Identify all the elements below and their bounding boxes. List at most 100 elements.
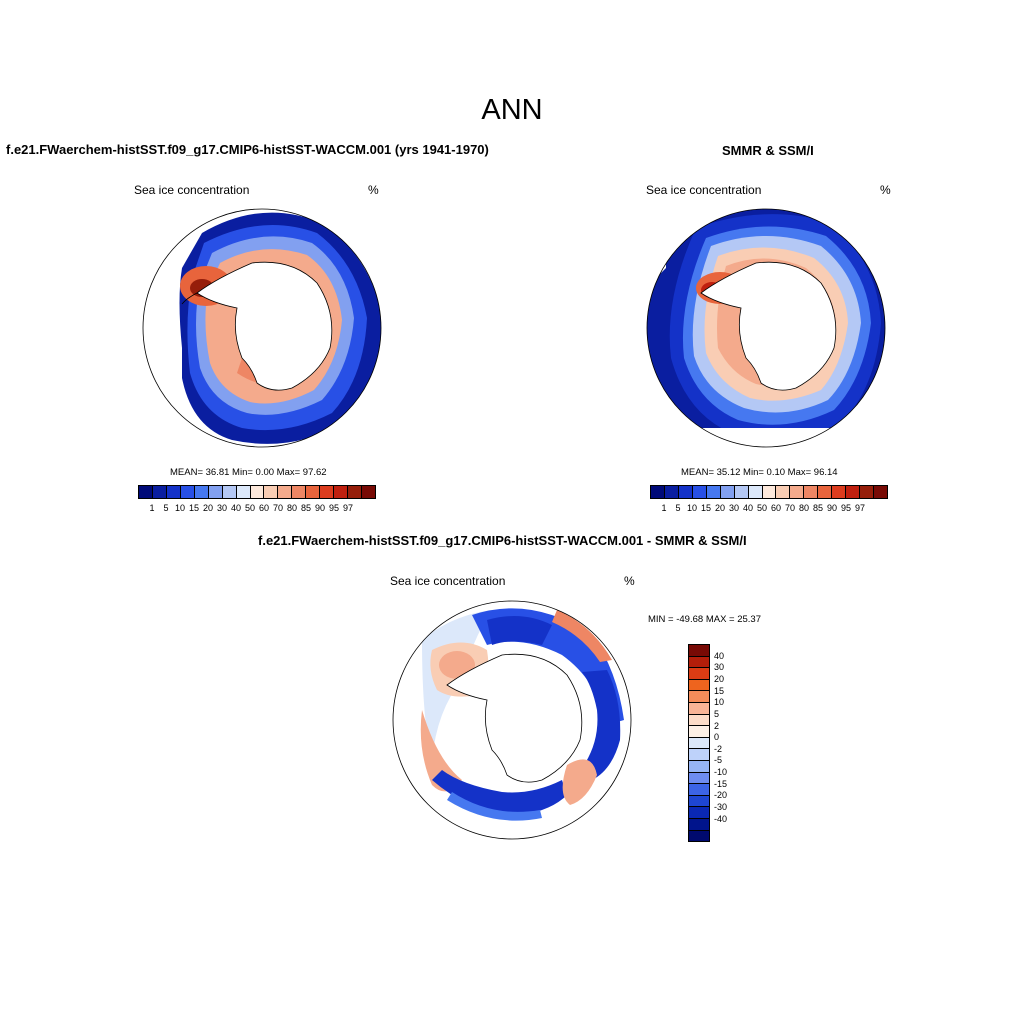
model-polar-map — [142, 208, 382, 448]
colorbar-swatch — [692, 486, 707, 498]
colorbar-tick-label: 20 — [714, 673, 725, 684]
colorbar-swatch — [689, 795, 709, 808]
diff-variable-label: Sea ice concentration — [390, 574, 506, 588]
obs-polar-map — [646, 208, 886, 448]
colorbar-swatch — [689, 645, 709, 657]
colorbar-tick-label: 30 — [728, 503, 740, 513]
colorbar-swatch — [264, 486, 279, 498]
colorbar-tick-label: 60 — [258, 503, 270, 513]
colorbar-tick-label: -20 — [714, 790, 728, 801]
colorbar-swatch — [689, 691, 709, 703]
model-stats: MEAN= 36.81 Min= 0.00 Max= 97.62 — [170, 467, 327, 478]
colorbar-tick-label: 90 — [314, 503, 326, 513]
colorbar-tick-label: -40 — [714, 813, 728, 824]
colorbar-tick-label: 10 — [686, 503, 698, 513]
colorbar-swatch — [139, 486, 153, 498]
colorbar-swatch — [790, 486, 805, 498]
colorbar-tick-label: 50 — [756, 503, 768, 513]
colorbar-swatch — [762, 486, 777, 498]
colorbar-tick-label: 30 — [714, 662, 725, 673]
colorbar-swatch — [689, 830, 709, 842]
diff-unit-label: % — [624, 574, 635, 588]
diff-colorbar-labels: 40 30 20 15 10 5 2 0 -2 -5 -10 -15 -20 -30 -40 — [714, 644, 744, 840]
colorbar-tick-label: 2 — [714, 720, 720, 731]
obs-colorbar — [650, 485, 888, 499]
colorbar-swatch — [194, 486, 209, 498]
colorbar-tick-label: 1 — [149, 503, 155, 513]
colorbar-tick-label: 1 — [661, 503, 667, 513]
colorbar-tick-label: -30 — [714, 802, 728, 813]
colorbar-tick-label: 15 — [188, 503, 200, 513]
colorbar-swatch — [874, 486, 887, 498]
colorbar-swatch — [734, 486, 749, 498]
colorbar-tick-label: 95 — [328, 503, 340, 513]
colorbar-tick-label: 90 — [826, 503, 838, 513]
colorbar-swatch — [278, 486, 293, 498]
colorbar-swatch — [860, 486, 874, 498]
colorbar-swatch — [306, 486, 321, 498]
colorbar-tick-label: 40 — [742, 503, 754, 513]
colorbar-swatch — [689, 726, 709, 738]
diff-minmax: MIN = -49.68 MAX = 25.37 — [648, 614, 762, 625]
colorbar-tick-label: 97 — [342, 503, 354, 513]
main-title: ANN — [481, 94, 543, 126]
colorbar-tick-label: 10 — [714, 697, 725, 708]
model-unit-label: % — [368, 183, 379, 197]
colorbar-swatch — [334, 486, 349, 498]
colorbar-tick-label: 20 — [202, 503, 214, 513]
colorbar-tick-label: 85 — [812, 503, 824, 513]
colorbar-swatch — [689, 760, 709, 773]
colorbar-swatch — [689, 668, 709, 680]
colorbar-swatch — [678, 486, 693, 498]
colorbar-tick-label: 70 — [272, 503, 284, 513]
colorbar-swatch — [846, 486, 861, 498]
colorbar-tick-label: 95 — [840, 503, 852, 513]
colorbar-tick-label: 5 — [163, 503, 169, 513]
colorbar-tick-label: 85 — [300, 503, 312, 513]
colorbar-tick-label: 5 — [714, 708, 720, 719]
obs-colorbar-labels: 1 5 10 15 20 30 40 50 60 70 80 85 90 95 97 — [650, 503, 886, 515]
colorbar-swatch — [689, 772, 709, 785]
colorbar-tick-label: 50 — [244, 503, 256, 513]
colorbar-swatch — [689, 784, 709, 796]
colorbar-tick-label: -5 — [714, 755, 723, 766]
colorbar-swatch — [720, 486, 735, 498]
colorbar-tick-label: 15 — [714, 685, 725, 696]
colorbar-tick-label: -2 — [714, 743, 723, 754]
colorbar-swatch — [320, 486, 335, 498]
colorbar-tick-label: 40 — [714, 650, 725, 661]
colorbar-swatch — [651, 486, 665, 498]
colorbar-tick-label: -10 — [714, 767, 728, 778]
colorbar-tick-label: 30 — [216, 503, 228, 513]
colorbar-swatch — [776, 486, 791, 498]
colorbar-swatch — [689, 807, 709, 819]
colorbar-swatch — [748, 486, 763, 498]
model-colorbar — [138, 485, 376, 499]
colorbar-tick-label: 40 — [230, 503, 242, 513]
obs-unit-label: % — [880, 183, 891, 197]
colorbar-swatch — [166, 486, 181, 498]
colorbar-swatch — [818, 486, 833, 498]
model-variable-label: Sea ice concentration — [134, 183, 250, 197]
colorbar-tick-label: -15 — [714, 778, 728, 789]
diff-polar-map — [392, 600, 632, 840]
colorbar-swatch — [689, 737, 709, 750]
colorbar-tick-label: 10 — [174, 503, 186, 513]
colorbar-tick-label: 80 — [798, 503, 810, 513]
colorbar-swatch — [348, 486, 362, 498]
colorbar-tick-label: 20 — [714, 503, 726, 513]
colorbar-swatch — [804, 486, 819, 498]
colorbar-tick-label: 5 — [675, 503, 681, 513]
colorbar-swatch — [689, 818, 709, 831]
colorbar-swatch — [664, 486, 679, 498]
colorbar-swatch — [152, 486, 167, 498]
colorbar-swatch — [689, 749, 709, 761]
colorbar-swatch — [180, 486, 195, 498]
colorbar-swatch — [292, 486, 307, 498]
colorbar-tick-label: 80 — [286, 503, 298, 513]
colorbar-swatch — [208, 486, 223, 498]
colorbar-swatch — [250, 486, 265, 498]
colorbar-tick-label: 15 — [700, 503, 712, 513]
colorbar-swatch — [832, 486, 847, 498]
colorbar-swatch — [689, 656, 709, 669]
